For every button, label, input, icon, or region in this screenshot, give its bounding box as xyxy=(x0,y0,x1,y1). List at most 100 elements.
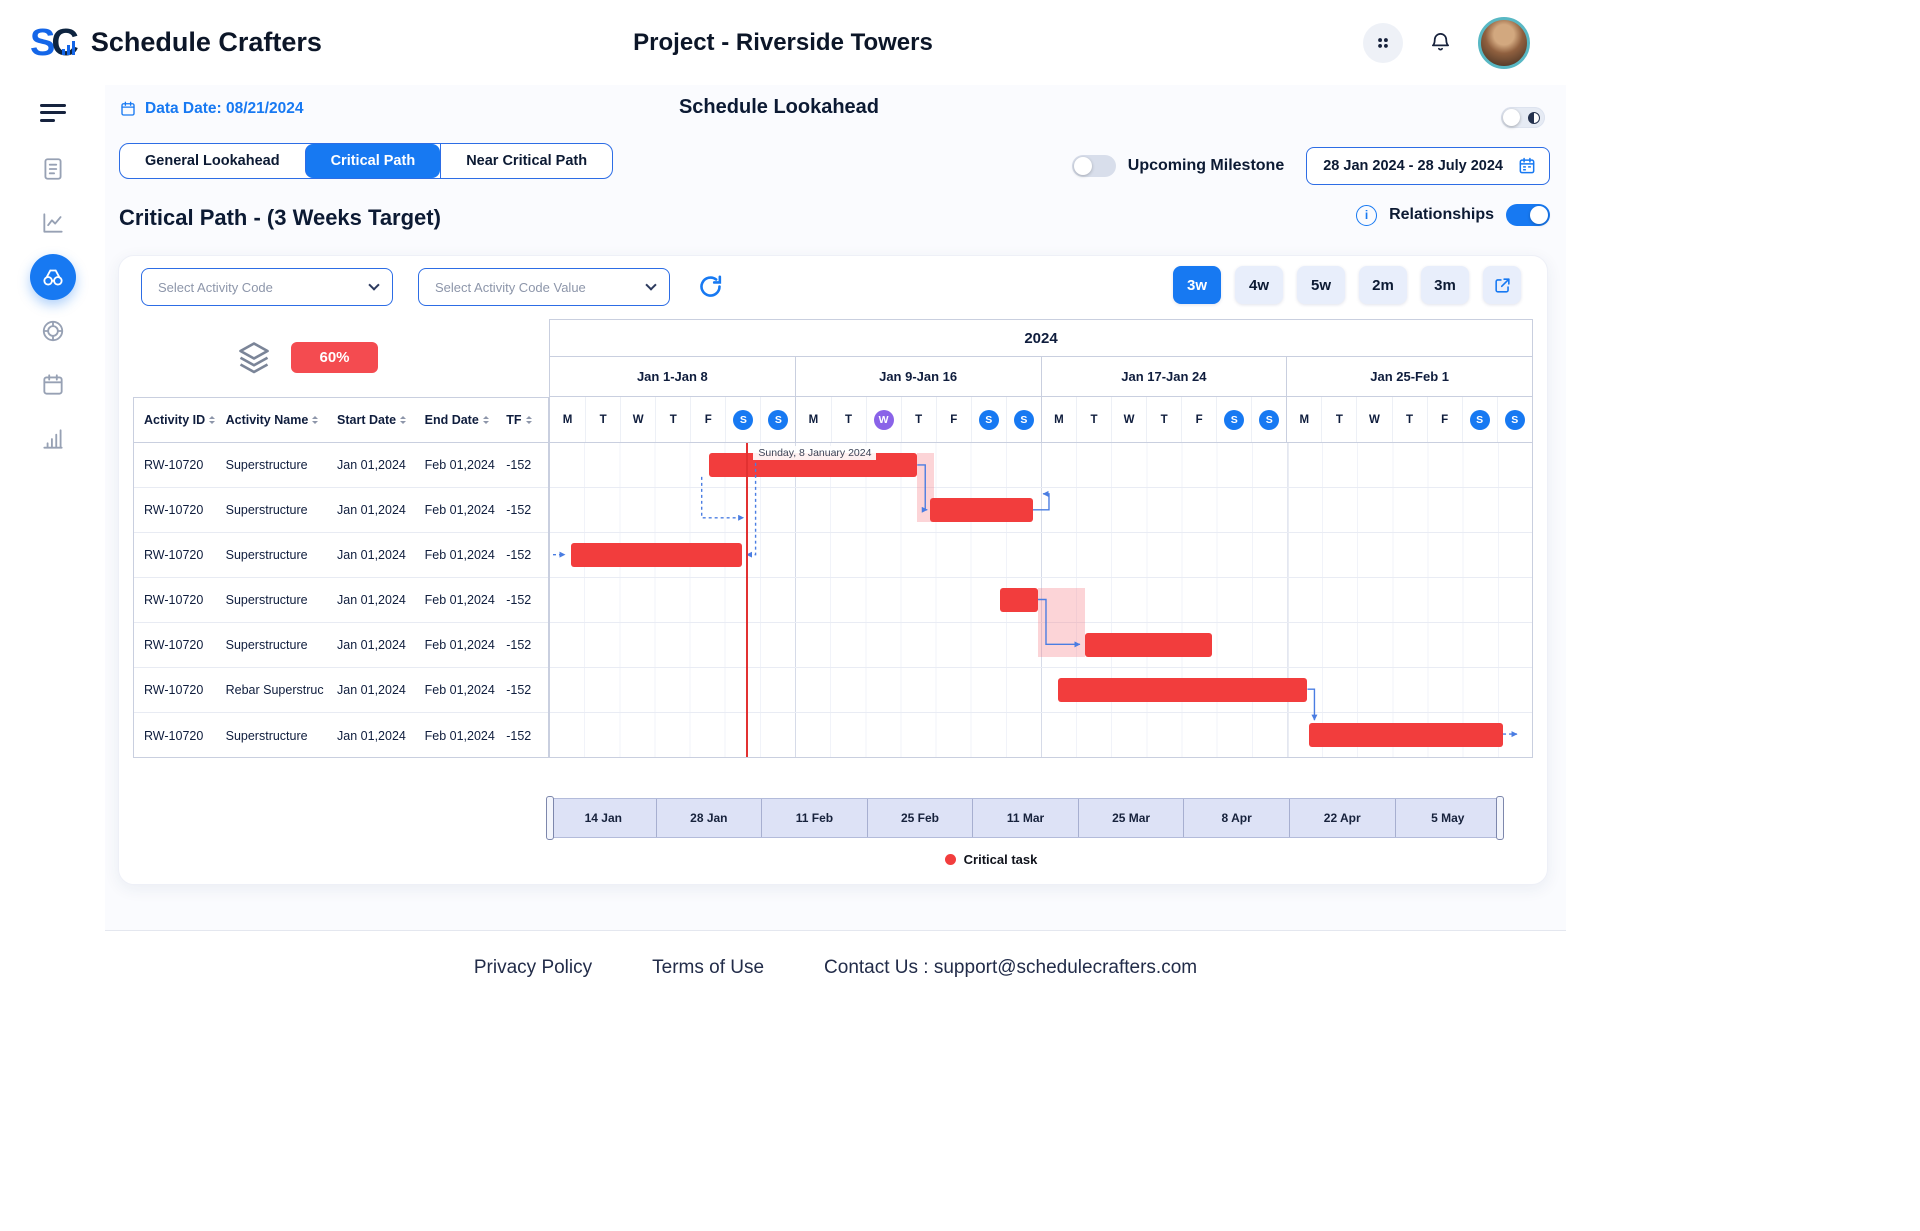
column-header-start-date[interactable]: Start Date xyxy=(327,413,415,427)
sort-icon xyxy=(312,416,318,424)
table-row[interactable]: RW-10720 Superstructure Jan 01,2024 Feb 01,… xyxy=(134,488,548,533)
column-header-tf[interactable]: TF xyxy=(496,413,548,427)
timeline-tick[interactable]: 8 Apr xyxy=(1183,799,1289,837)
blue-day-badge: S xyxy=(1469,409,1490,430)
activity-code-value-placeholder: Select Activity Code Value xyxy=(435,279,586,295)
day-header: S xyxy=(1251,397,1286,442)
apps-grid-button[interactable] xyxy=(1363,22,1403,63)
timeline-tick[interactable]: 22 Apr xyxy=(1288,799,1395,837)
tab-general-lookahead[interactable]: General Lookahead xyxy=(145,153,280,169)
table-row[interactable]: RW-10720 Superstructure Jan 01,2024 Feb 01,… xyxy=(134,623,548,668)
critical-task-bar[interactable] xyxy=(1309,723,1503,747)
layers-icon[interactable] xyxy=(236,339,272,375)
data-date-text: Data Date: 08/21/2024 xyxy=(145,100,304,117)
sidebar-item-progress[interactable] xyxy=(30,200,76,246)
start-date-cell: Jan 01,2024 xyxy=(337,458,406,472)
tab-critical-path[interactable]: Critical Path xyxy=(304,144,441,178)
tf-cell: -152 xyxy=(506,593,532,607)
date-range-picker[interactable]: 28 Jan 2024 - 28 July 2024 xyxy=(1306,147,1550,185)
theme-toggle[interactable] xyxy=(1501,107,1545,128)
tf-cell: -152 xyxy=(506,548,532,562)
activity-code-value-select[interactable]: Select Activity Code Value xyxy=(418,268,670,306)
legend-label: Critical task xyxy=(963,852,1038,867)
sidebar-item-cost[interactable] xyxy=(30,416,76,462)
end-date-cell: Feb 01,2024 xyxy=(424,503,495,517)
critical-task-dot-icon xyxy=(944,854,956,865)
upcoming-milestone-label: Upcoming Milestone xyxy=(1127,157,1285,174)
timeline-tick[interactable]: 11 Mar xyxy=(972,799,1078,837)
range-5w-button[interactable]: 5w xyxy=(1297,266,1345,304)
timeline-tick[interactable]: 25 Mar xyxy=(1077,799,1184,837)
relationships-control: Relationships xyxy=(1356,204,1550,226)
timeline-tick[interactable]: 14 Jan xyxy=(550,799,656,837)
range-2m-button[interactable]: 2m xyxy=(1359,266,1407,304)
critical-task-bar[interactable] xyxy=(1085,633,1212,657)
table-row[interactable]: RW-10720 Superstructure Jan 01,2024 Feb 01,… xyxy=(134,713,548,758)
sidebar-item-targets[interactable] xyxy=(30,308,76,354)
column-header-end-date[interactable]: End Date xyxy=(415,413,497,427)
day-header: F xyxy=(935,397,971,442)
critical-task-bar[interactable] xyxy=(930,498,1034,522)
progress-chart-icon xyxy=(42,213,63,233)
column-header-activity-name[interactable]: Activity Name xyxy=(216,413,327,427)
sidebar-item-lookahead[interactable] xyxy=(29,254,76,300)
day-header: T xyxy=(900,397,936,442)
upcoming-milestone-toggle[interactable] xyxy=(1071,155,1116,177)
day-header: T xyxy=(1321,397,1356,442)
menu-toggle-icon[interactable] xyxy=(39,99,66,126)
timeline-tick[interactable]: 25 Feb xyxy=(866,799,973,837)
end-date-cell: Feb 01,2024 xyxy=(424,728,495,743)
info-icon[interactable] xyxy=(1356,204,1378,226)
range-3w-button[interactable]: 3w xyxy=(1173,266,1221,304)
table-row[interactable]: RW-10720 Superstructure Jan 01,2024 Feb 01,… xyxy=(134,578,548,623)
user-avatar[interactable] xyxy=(1478,16,1530,69)
terms-of-use-link[interactable]: Terms of Use xyxy=(652,957,765,978)
privacy-policy-link[interactable]: Privacy Policy xyxy=(473,957,593,978)
timeline-tick[interactable]: 28 Jan xyxy=(655,799,762,837)
table-row[interactable]: RW-10720 Superstructure Jan 01,2024 Feb 01,… xyxy=(134,533,548,578)
critical-task-bar[interactable] xyxy=(570,543,743,567)
activity-id-cell: RW-10720 xyxy=(144,503,204,517)
relationships-toggle[interactable] xyxy=(1506,204,1550,226)
range-4w-button[interactable]: 4w xyxy=(1235,266,1283,304)
day-header: S xyxy=(1216,397,1251,442)
table-row[interactable]: RW-10720 Superstructure Jan 01,2024 Feb 01,… xyxy=(134,443,548,488)
blue-day-badge: S xyxy=(733,409,754,430)
contact-link[interactable]: Contact Us : support@schedulecrafters.co… xyxy=(824,957,1198,978)
timeline-handle-left[interactable] xyxy=(546,796,554,840)
chevron-down-icon xyxy=(368,279,380,291)
relationships-label: Relationships xyxy=(1389,206,1494,223)
gantt-year-band: 2024 xyxy=(549,319,1533,357)
column-header-activity-id[interactable]: Activity ID xyxy=(134,413,216,427)
day-header: T xyxy=(830,397,866,442)
blue-day-badge: S xyxy=(978,409,999,430)
page-title: Schedule Lookahead xyxy=(678,96,880,118)
timeline-scrubber[interactable]: 14 Jan 28 Jan 11 Feb 25 Feb 11 Mar 25 Mar 8 Ap… xyxy=(546,796,1504,840)
refresh-button[interactable] xyxy=(697,273,724,300)
timeline-handle-right[interactable] xyxy=(1496,796,1504,840)
sidebar-item-calendar[interactable] xyxy=(30,362,76,408)
export-button[interactable] xyxy=(1483,266,1521,304)
day-header: T xyxy=(1075,397,1111,442)
timeline-tick[interactable]: 5 May xyxy=(1394,799,1501,837)
range-3m-button[interactable]: 3m xyxy=(1421,266,1469,304)
tf-cell: -152 xyxy=(506,683,532,697)
critical-task-bar[interactable] xyxy=(999,588,1039,612)
critical-task-bar[interactable] xyxy=(1057,678,1308,702)
sidebar-item-schedule-report[interactable] xyxy=(30,146,76,192)
driving-path-highlight xyxy=(1038,588,1086,657)
tab-near-critical-path[interactable]: Near Critical Path xyxy=(440,144,612,178)
activity-code-select[interactable]: Select Activity Code xyxy=(141,268,393,306)
progress-badge: 60% xyxy=(291,342,378,373)
header-actions xyxy=(1363,16,1530,69)
table-row[interactable]: RW-10720 Rebar Superstruc Jan 01,2024 Feb 0… xyxy=(134,668,548,713)
bell-icon xyxy=(1431,33,1450,51)
chevron-down-icon xyxy=(645,279,657,291)
sort-icon xyxy=(209,416,215,424)
data-date-line xyxy=(746,443,749,757)
notifications-button[interactable] xyxy=(1429,31,1452,54)
timeline-tick[interactable]: 11 Feb xyxy=(761,799,867,837)
